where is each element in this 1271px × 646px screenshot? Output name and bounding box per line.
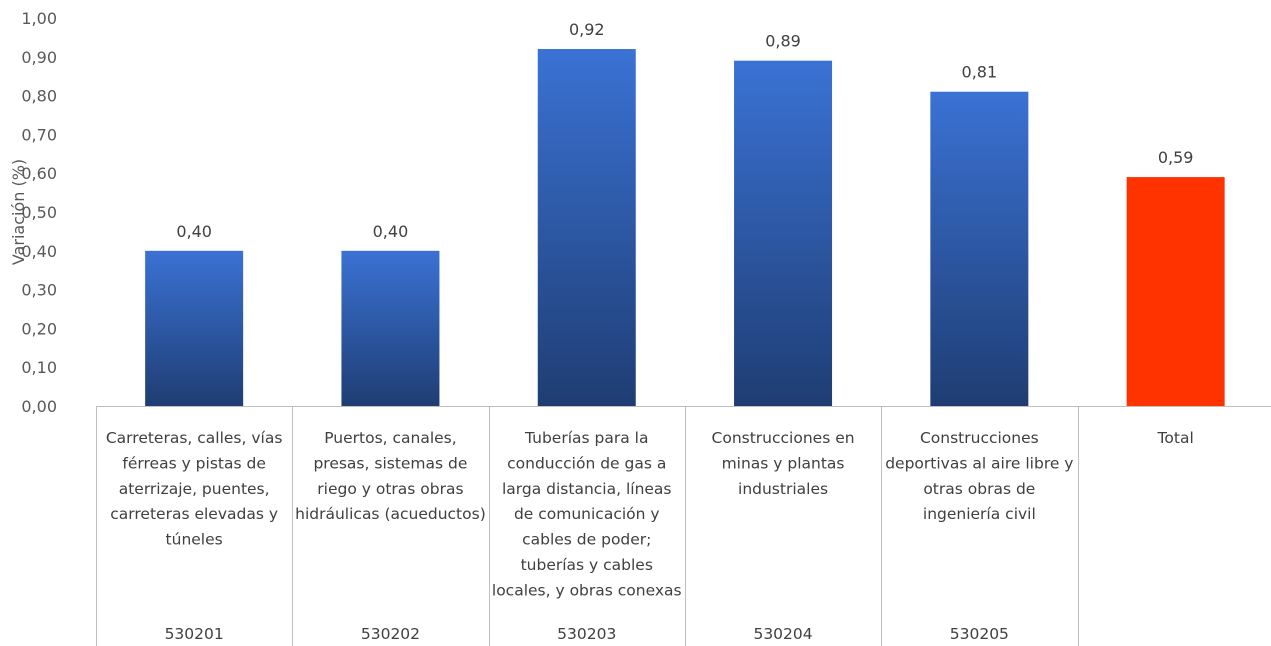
category-label-line: hidráulicas (acueductos) xyxy=(295,505,486,523)
category-code: 530202 xyxy=(361,625,420,643)
category-label-line: presas, sistemas de xyxy=(313,454,467,472)
category-label-line: Construcciones xyxy=(920,429,1039,447)
data-label: 0,40 xyxy=(176,222,212,241)
data-label: 0,59 xyxy=(1158,148,1194,167)
category-label-line: Carreteras, calles, vías xyxy=(106,429,283,447)
category-code: 530201 xyxy=(165,625,224,643)
y-axis-label: Variación (%) xyxy=(9,159,28,265)
category-label-line: minas y plantas xyxy=(722,454,845,472)
category-label-line: ingeniería civil xyxy=(923,505,1036,523)
category-label: Construcciones en minas y plantas industri… xyxy=(712,429,855,498)
y-tick-label: 0,40 xyxy=(21,242,57,261)
data-label: 0,92 xyxy=(569,20,605,39)
category-label-line: férreas y pistas de xyxy=(122,454,265,472)
y-tick-label: 0,30 xyxy=(21,281,57,300)
y-tick-label: 0,10 xyxy=(21,358,57,377)
bar-total xyxy=(1126,177,1225,406)
data-label: 0,81 xyxy=(962,63,998,82)
category-label: Total xyxy=(1157,429,1194,447)
category-label-line: conducción de gas a xyxy=(507,454,666,472)
y-tick-label: 0,50 xyxy=(21,203,57,222)
category-label-line: tuberías y cables xyxy=(521,556,653,574)
category-label-line: Construcciones en xyxy=(712,429,855,447)
data-label: 0,89 xyxy=(765,32,801,51)
category-code: 530204 xyxy=(753,625,812,643)
bar xyxy=(341,250,440,406)
category-label-line: otras obras de xyxy=(923,480,1035,498)
category-label: Carreteras, calles, vías férreas y pistas… xyxy=(106,429,283,549)
category-label-line: de comunicación y xyxy=(514,505,660,523)
y-tick-label: 0,20 xyxy=(21,319,57,338)
category-label-line: riego y otras obras xyxy=(317,480,463,498)
y-tick-label: 1,00 xyxy=(21,9,57,28)
category-label-line: carreteras elevadas y xyxy=(110,505,278,523)
category-label-line: aterrizaje, puentes, xyxy=(119,480,270,498)
category-label: Construcciones deportivas al aire libre y… xyxy=(885,429,1073,523)
category-label-line: industriales xyxy=(738,480,828,498)
y-tick-label: 0,00 xyxy=(21,397,57,416)
x-axis: Carreteras, calles, vías férreas y pistas… xyxy=(96,406,1271,646)
category-label-line: Total xyxy=(1157,429,1194,447)
category-label-line: Puertos, canales, xyxy=(324,429,456,447)
y-tick-label: 0,80 xyxy=(21,87,57,106)
category-code: 530205 xyxy=(950,625,1009,643)
category-label-line: larga distancia, líneas xyxy=(502,480,672,498)
bar xyxy=(537,49,636,406)
bar xyxy=(734,60,833,407)
category-label: Puertos, canales, presas, sistemas de rieg… xyxy=(295,429,486,523)
y-tick-label: 0,70 xyxy=(21,125,57,144)
y-tick-label: 0,60 xyxy=(21,164,57,183)
data-labels: 0,40 0,40 0,92 0,89 0,81 0,59 xyxy=(176,20,1193,241)
y-tick-label: 0,90 xyxy=(21,48,57,67)
data-label: 0,40 xyxy=(373,222,409,241)
bar xyxy=(930,91,1029,406)
bars xyxy=(145,49,1225,407)
category-code: 530203 xyxy=(557,625,616,643)
category-label-line: deportivas al aire libre y xyxy=(885,454,1073,472)
category-label: Tuberías para la conducción de gas a larga… xyxy=(492,429,682,599)
y-axis-ticks: 0,00 0,10 0,20 0,30 0,40 0,50 0,60 0,70 0,80 0,90… xyxy=(21,9,57,416)
category-label-line: cables de poder; xyxy=(522,531,651,549)
category-label-line: locales, y obras conexas xyxy=(492,581,682,599)
category-label-line: Tuberías para la xyxy=(524,429,648,447)
bar xyxy=(145,250,244,406)
category-label-line: túneles xyxy=(166,531,223,549)
